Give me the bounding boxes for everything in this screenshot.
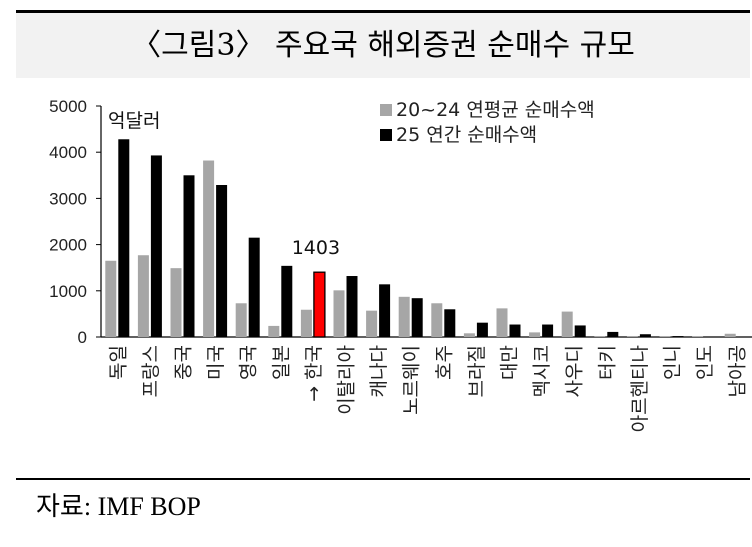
bar-avg-2024 [235,303,247,337]
x-category-label: 중국 [173,345,195,380]
x-category-label: 인니 [662,345,684,380]
bar-avg-2024 [496,308,508,337]
legend-swatch [380,129,392,141]
bar-2025 [574,325,586,337]
bar-avg-2024 [724,333,736,337]
unit-label: 억달러 [108,110,160,132]
source-note: 자료: IMF BOP [36,492,201,521]
x-category-label: 아르헨티나 [629,345,651,432]
y-tick-label: 3000 [49,189,87,208]
bar-2025 [607,331,619,337]
bar-2025 [248,237,260,337]
x-category-label: 미국 [205,345,227,380]
legend-label: 20~24 연평균 순매수액 [396,99,595,121]
x-category-label: 대만 [499,345,521,380]
x-category-label: 노르웨이 [401,345,423,415]
bar-avg-2024 [203,160,215,337]
bar-2025 [281,265,293,337]
bar-2025 [150,155,162,337]
bar-avg-2024 [529,332,541,337]
bar-avg-2024 [105,260,117,337]
bar-2025 [216,185,228,337]
bar-avg-2024 [626,336,638,337]
x-category-label: 브라질 [466,345,488,397]
bar-avg-2024 [137,255,149,337]
x-category-label: 독일 [107,345,129,380]
bar-2025 [672,336,684,337]
y-tick-label: 4000 [49,143,87,162]
bar-2025 [542,324,554,337]
bar-avg-2024 [398,296,410,337]
bar-avg-2024 [170,268,182,337]
legend-label: 25 연간 순매수액 [396,124,537,146]
bottom-rule [16,478,750,480]
chart-title: 〈그림3〉 주요국 해외증권 순매수 규모 [131,28,635,63]
x-category-label: 남아공 [727,345,749,397]
x-category-label: 사우디 [564,345,586,397]
bar-avg-2024 [431,303,443,337]
bar-avg-2024 [268,325,280,337]
bar-2025 [444,309,456,337]
bar-2025 [411,298,423,337]
bar-avg-2024 [561,311,573,337]
x-category-label: 일본 [270,345,292,380]
bar-2025 [346,276,358,337]
y-tick-label: 0 [78,328,87,347]
bar-avg-2024 [300,309,312,337]
x-category-label: 호주 [433,345,455,380]
x-category-label: 영국 [238,345,260,380]
bar-avg-2024 [366,310,378,337]
bar-2025 [509,324,521,337]
x-category-label: 멕시코 [531,345,553,397]
bar-avg-2024 [594,336,606,337]
x-category-label: 이탈리아 [336,345,358,415]
bar-2025 [313,271,326,338]
x-category-label: 캐나다 [368,345,390,397]
bar-2025 [476,322,488,337]
x-category-label: 인도 [694,345,716,380]
x-category-label: → 한국 [303,345,325,402]
bar-2025 [183,175,195,337]
bar-2025 [379,284,391,337]
bar-2025 [118,139,130,337]
y-tick-label: 1000 [49,282,87,301]
x-category-label: 터키 [596,345,618,380]
highlight-value-label: 1403 [292,237,340,259]
legend-swatch [380,104,392,116]
y-tick-label: 2000 [49,236,87,255]
bar-2025 [639,334,651,337]
bar-avg-2024 [333,290,345,337]
x-category-label: 프랑스 [140,345,162,397]
bar-avg-2024 [463,333,475,337]
title-bar: 〈그림3〉 주요국 해외증권 순매수 규모 [16,13,750,78]
top-rule [16,10,750,13]
y-tick-label: 5000 [49,97,87,116]
